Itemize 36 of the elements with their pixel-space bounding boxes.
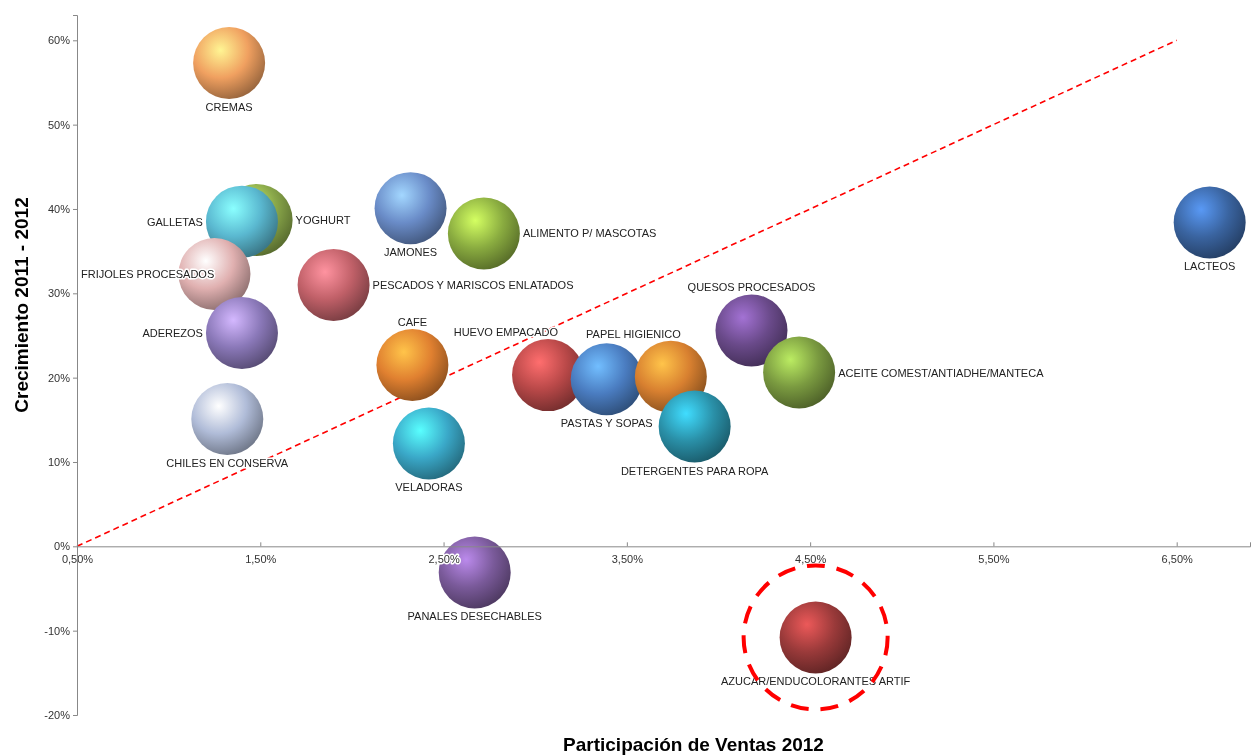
y-tick-label: 50% <box>47 118 71 131</box>
y-tick-label: -20% <box>44 709 71 722</box>
y-tick-label: 10% <box>47 456 71 469</box>
series-label: VELADORAS <box>395 481 463 494</box>
y-tick-label: 40% <box>47 203 71 215</box>
y-tick-label: 30% <box>47 287 71 300</box>
y-tick-label: 20% <box>47 371 71 384</box>
series-label: HUEVO EMPACADO <box>453 326 559 339</box>
series-label: PASTAS Y SOPAS <box>560 417 653 430</box>
y-tick-label: 60% <box>47 34 71 47</box>
series-label: AZUCAR/ENDUCOLORANTES ARTIF <box>720 675 911 688</box>
series-label: QUESOS PROCESADOS <box>687 281 816 294</box>
series-label: CREMAS <box>205 101 253 114</box>
series-label: PANALES DESECHABLES <box>407 610 542 623</box>
series-label: PESCADOS Y MARISCOS ENLATADOS <box>372 278 574 291</box>
series-label: CHILES EN CONSERVA <box>166 456 289 469</box>
x-tick-label: 5,50% <box>978 552 1010 565</box>
x-tick-label: 3,50% <box>611 552 644 565</box>
series-label: LACTEOS <box>1184 260 1236 273</box>
series-label: DETERGENTES PARA ROPA <box>620 464 770 477</box>
series-label: PAPEL HIGIENICO <box>586 327 682 340</box>
series-label: ACEITE COMEST/ANTIADHE/MANTECA <box>838 366 1045 379</box>
x-tick-label: 6,50% <box>1161 552 1193 565</box>
series-label: GALLETAS <box>146 215 203 228</box>
x-tick-label: 1,50% <box>245 552 277 565</box>
series-label: CAFE <box>397 316 428 328</box>
x-tick-label: 4,50% <box>795 552 827 565</box>
x-axis-title: Participación de Ventas 2012 <box>563 734 824 755</box>
y-tick-label: -10% <box>44 624 71 637</box>
text: FRIJOLES PROCESADOS <box>81 267 215 280</box>
series-label: YOGHURT <box>295 213 351 226</box>
series-label: ADEREZOS <box>142 326 203 339</box>
series-label: ALIMENTO P/ MASCOTAS <box>522 227 657 240</box>
y-axis-title: Crecimiento 2011 - 2012 <box>11 197 32 413</box>
series-label: JAMONES <box>383 246 438 259</box>
y-tick-label: 0% <box>54 540 71 553</box>
